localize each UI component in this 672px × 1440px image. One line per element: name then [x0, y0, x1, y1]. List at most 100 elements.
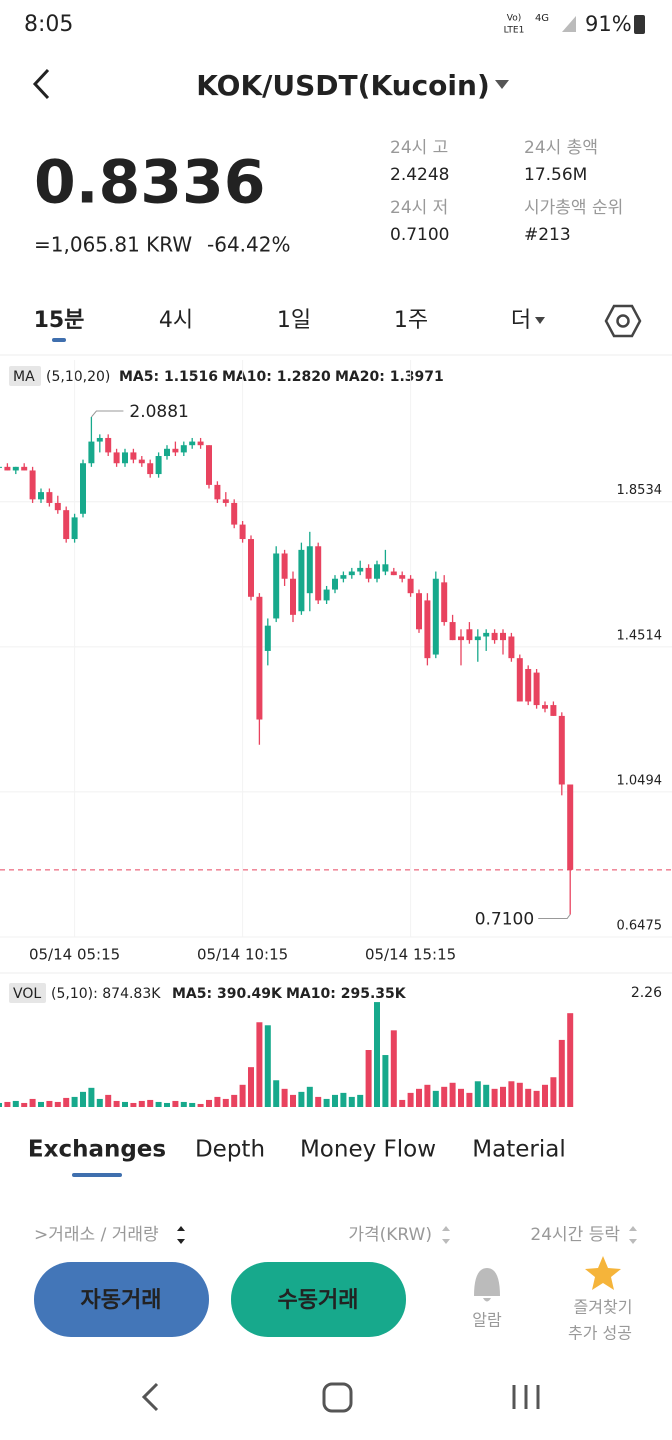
volume-bar	[348, 1096, 355, 1107]
volume-bar	[130, 1102, 137, 1107]
volume-bar	[12, 1100, 19, 1107]
volume-bar	[483, 1084, 490, 1107]
x-tick-label: 05/14 10:15	[197, 946, 288, 964]
candle-body	[130, 452, 137, 460]
vol-tick-label: 2.26	[631, 985, 662, 1001]
back-button[interactable]	[32, 68, 50, 100]
volume-bar	[332, 1094, 338, 1107]
pair-title[interactable]: KOK/USDT(Kucoin)	[196, 69, 490, 102]
candle-body	[248, 539, 254, 597]
volume-bar	[382, 1055, 389, 1107]
volume-bar	[441, 1086, 448, 1107]
more-icon[interactable]	[535, 317, 545, 324]
settings-icon[interactable]	[604, 304, 642, 338]
volume-bar	[38, 1101, 44, 1107]
volume-bar	[281, 1088, 288, 1107]
candle-body	[399, 575, 406, 579]
candle-body	[550, 705, 557, 716]
candle-body	[164, 448, 170, 457]
interval-tab[interactable]: 4시	[159, 308, 193, 333]
volume-bar	[424, 1084, 431, 1107]
section-tab[interactable]: Depth	[195, 1137, 265, 1163]
candle-body	[516, 658, 523, 702]
stat-label: 24시 총액	[524, 138, 598, 158]
volume-bar	[71, 1096, 78, 1107]
candle-body	[21, 466, 28, 471]
section-tab[interactable]: Money Flow	[300, 1137, 436, 1163]
volume-bar	[390, 1030, 397, 1107]
candle-body	[449, 622, 456, 641]
tab-indicator	[72, 1173, 122, 1177]
dropdown-icon[interactable]	[495, 80, 509, 89]
volume-bar	[458, 1088, 464, 1107]
bell-icon	[474, 1268, 500, 1302]
candle-body	[113, 452, 120, 464]
manual-trade-button[interactable]	[231, 1262, 406, 1337]
candle-body	[466, 629, 473, 641]
table-header[interactable]: 24시간 등락	[530, 1225, 620, 1245]
volume-bar	[298, 1091, 305, 1107]
vol-legend: VOL	[13, 986, 41, 1002]
candle-body	[88, 441, 95, 464]
volume-bar	[374, 1002, 380, 1107]
volume-bar	[306, 1086, 313, 1107]
volume-bar	[323, 1098, 330, 1107]
nav-recent[interactable]	[512, 1385, 540, 1409]
candle-body	[239, 524, 246, 540]
interval-tab[interactable]: 15분	[34, 308, 85, 333]
settings-button[interactable]	[604, 304, 642, 338]
signal-icon	[562, 16, 576, 32]
candle-body	[458, 636, 464, 641]
volume-bar	[273, 1080, 280, 1107]
candle-body	[147, 463, 154, 475]
volume-bar	[466, 1092, 473, 1107]
volume-bar	[525, 1088, 532, 1107]
candle-body	[105, 437, 112, 453]
legend-ma10: MA10: 1.2820	[222, 369, 331, 385]
candle-body	[214, 484, 221, 500]
candle-body	[491, 632, 498, 641]
volume-bar	[63, 1097, 70, 1107]
volume-bar	[315, 1096, 322, 1107]
volume-bar	[222, 1098, 229, 1107]
volume-bar	[491, 1088, 498, 1107]
candle-body	[172, 448, 179, 453]
section-tab[interactable]: Material	[472, 1137, 565, 1163]
nav-home[interactable]	[322, 1382, 353, 1413]
last-price: 0.8336	[34, 148, 266, 218]
candle-body	[365, 567, 372, 579]
y-tick-label: 1.4514	[617, 628, 663, 643]
table-header[interactable]: 가격(KRW)	[348, 1225, 432, 1245]
volume-bar	[500, 1086, 506, 1107]
auto-trade-button[interactable]	[34, 1262, 209, 1337]
favorite-label: 추가 성공	[568, 1324, 632, 1343]
candle-body	[63, 510, 70, 540]
volume-bar	[180, 1101, 187, 1107]
candle-body	[407, 578, 414, 594]
stat-value: #213	[524, 225, 571, 245]
sort-icon	[629, 1226, 637, 1244]
table-header[interactable]: >거래소 / 거래량	[34, 1225, 159, 1245]
candle-body	[432, 578, 439, 655]
interval-tab[interactable]: 더	[511, 308, 531, 333]
section-tab[interactable]: Exchanges	[28, 1137, 166, 1163]
volume-bar	[516, 1082, 523, 1107]
favorite-button[interactable]: 즐겨찾기 추가 성공	[568, 1256, 632, 1343]
y-tick-label: 1.8534	[617, 483, 663, 498]
interval-tab[interactable]: 1주	[394, 308, 428, 333]
x-tick-label: 05/14 15:15	[365, 946, 456, 964]
vol-legend-params: (5,10): 874.83K	[51, 986, 161, 1002]
alarm-button[interactable]: 알람	[472, 1268, 502, 1330]
stat-value: 2.4248	[390, 165, 449, 185]
nav-back[interactable]	[141, 1382, 159, 1412]
candle-body	[525, 668, 532, 702]
price-change: -64.42%	[207, 233, 290, 257]
volume-chart: 2.26	[0, 985, 662, 1107]
volume-bar	[105, 1094, 112, 1107]
volume-bar	[449, 1082, 456, 1107]
high-annotation: 2.0881	[129, 402, 188, 422]
interval-tab[interactable]: 1일	[277, 308, 311, 333]
status-net: Vo)	[507, 14, 521, 24]
tab-indicator	[52, 338, 66, 342]
